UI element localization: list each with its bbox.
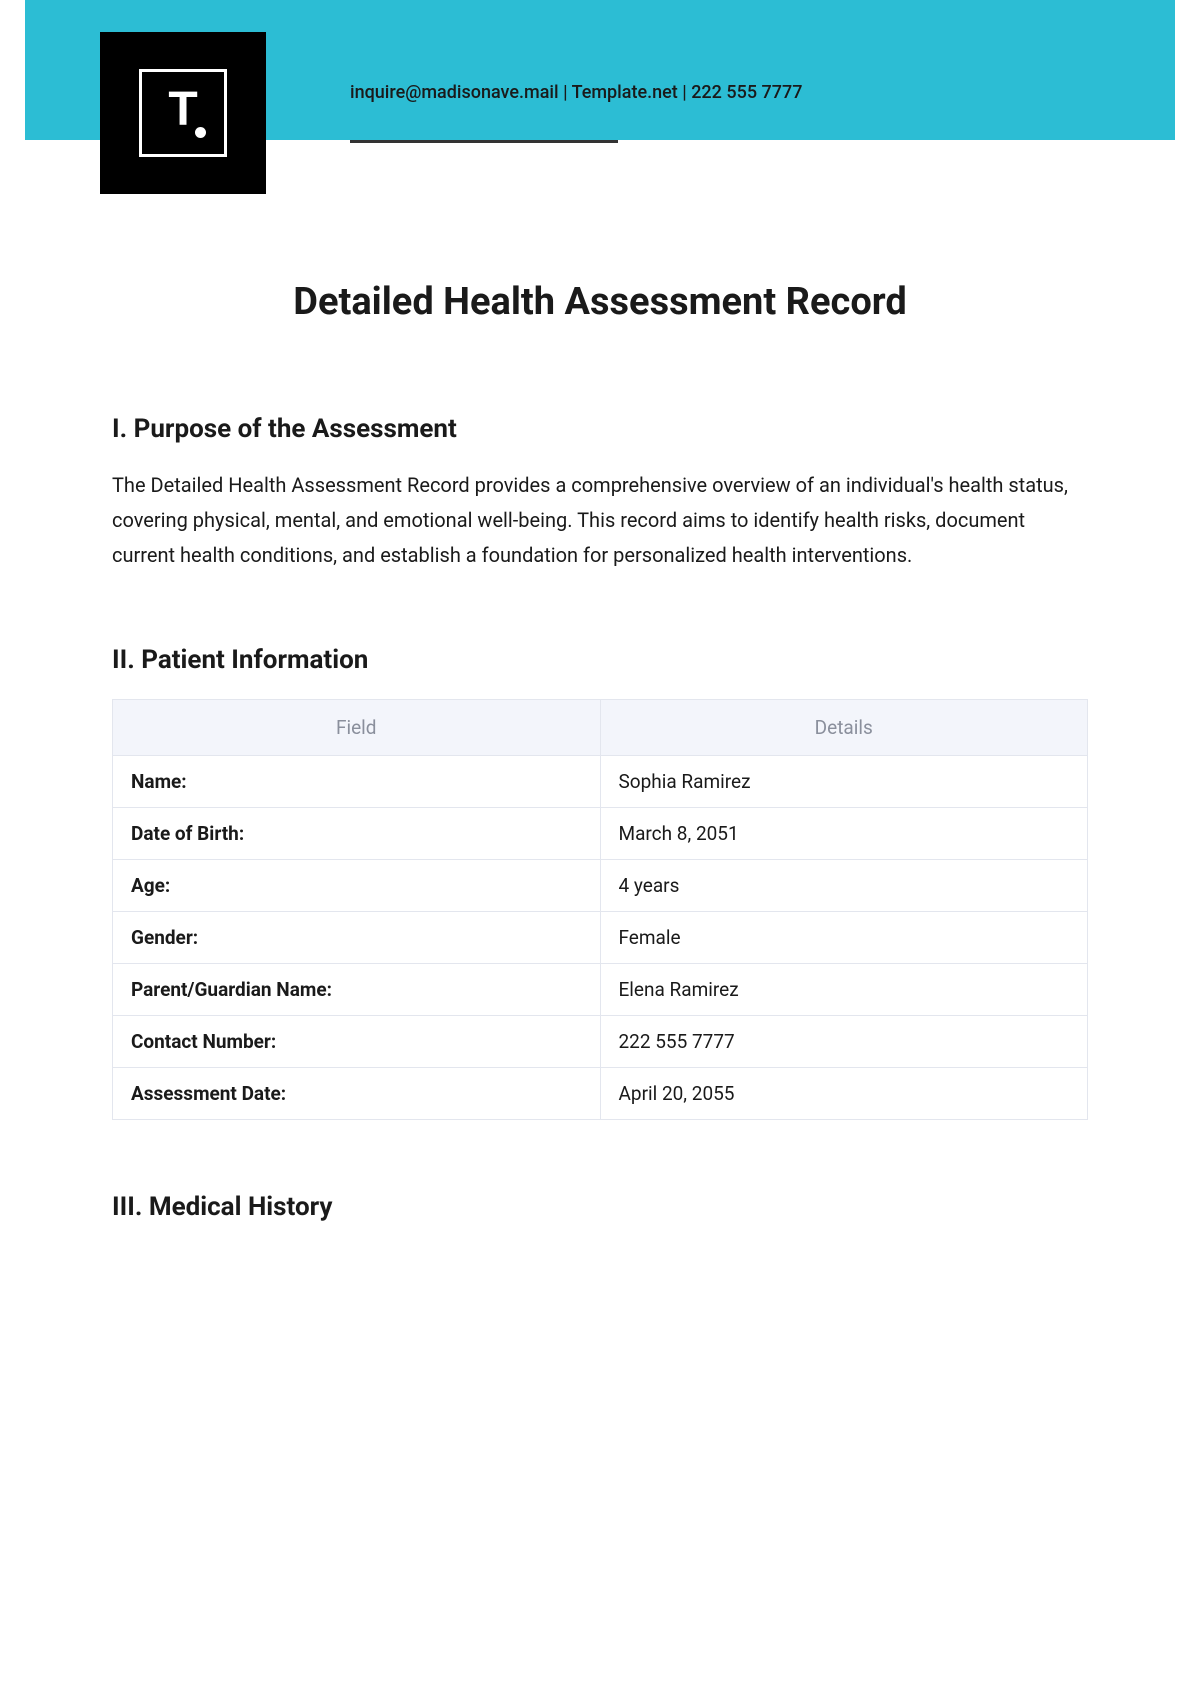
table-value: 222 555 7777 [600,1016,1088,1068]
header-email: inquire@madisonave.mail [350,82,559,103]
table-field: Age: [113,860,601,912]
table-header-field: Field [113,700,601,756]
logo-dot-icon [195,127,206,138]
table-row: Parent/Guardian Name: Elena Ramirez [113,964,1088,1016]
header-phone: 222 555 7777 [691,82,802,103]
patient-info-table: Field Details Name: Sophia Ramirez Date … [112,699,1088,1120]
table-value: March 8, 2051 [600,808,1088,860]
table-row: Age: 4 years [113,860,1088,912]
separator: | [682,82,691,103]
table-row: Date of Birth: March 8, 2051 [113,808,1088,860]
table-value: 4 years [600,860,1088,912]
separator: | [563,82,572,103]
table-field: Date of Birth: [113,808,601,860]
table-field: Parent/Guardian Name: [113,964,601,1016]
document-content: Detailed Health Assessment Record I. Pur… [112,280,1088,1246]
section-purpose-heading: I. Purpose of the Assessment [112,414,1088,444]
table-row: Contact Number: 222 555 7777 [113,1016,1088,1068]
table-row: Assessment Date: April 20, 2055 [113,1068,1088,1120]
table-row: Name: Sophia Ramirez [113,756,1088,808]
table-field: Contact Number: [113,1016,601,1068]
logo-frame: T [139,69,227,157]
table-value: Sophia Ramirez [600,756,1088,808]
section-purpose-body: The Detailed Health Assessment Record pr… [112,468,1088,573]
section-patient-heading: II. Patient Information [112,645,1088,675]
table-value: April 20, 2055 [600,1068,1088,1120]
header-underline [350,140,618,143]
table-field: Gender: [113,912,601,964]
document-title: Detailed Health Assessment Record [112,280,1088,324]
table-row: Gender: Female [113,912,1088,964]
table-value: Elena Ramirez [600,964,1088,1016]
table-header-row: Field Details [113,700,1088,756]
header-site: Template.net [572,82,678,103]
logo-letter: T [168,86,197,134]
table-field: Assessment Date: [113,1068,601,1120]
logo: T [100,32,266,194]
section-medical-history-heading: III. Medical History [112,1192,1088,1222]
table-header-details: Details [600,700,1088,756]
header-contact: inquire@madisonave.mail | Template.net |… [350,82,802,103]
table-value: Female [600,912,1088,964]
table-field: Name: [113,756,601,808]
